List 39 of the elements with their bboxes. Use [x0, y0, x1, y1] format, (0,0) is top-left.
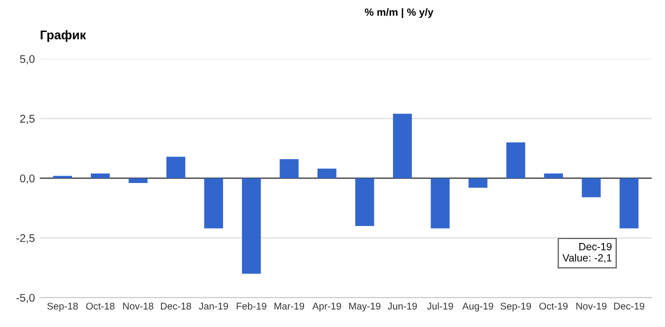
x-tick-label: Nov-18 [123, 302, 154, 310]
bar [393, 114, 412, 178]
y-tick-label: -5,0 [16, 294, 35, 304]
annotation: Dec-19 Value: -2,1 [562, 242, 612, 263]
bar [582, 178, 601, 198]
x-tick-label: Dec-19 [614, 302, 644, 310]
chart-title: График [40, 30, 86, 42]
x-tick-label: Nov-19 [576, 302, 606, 310]
y-tick-label: -2,5 [16, 234, 35, 244]
bar [128, 178, 148, 183]
x-tick-label: Oct-18 [86, 302, 114, 310]
x-tick-label: Feb-19 [236, 302, 266, 310]
bar [506, 142, 526, 178]
x-tick-label: Jul-19 [427, 302, 453, 310]
bar [468, 178, 488, 188]
x-tick-label: Jun-19 [388, 302, 417, 310]
bar [355, 178, 374, 226]
x-tick-label: Aug-19 [462, 302, 494, 312]
y-tick-label: 2,5 [20, 114, 35, 124]
bar [620, 178, 638, 228]
x-tick-label: Sep-18 [47, 302, 78, 312]
x-tick-label: May-19 [349, 302, 380, 312]
x-tick-label: Apr-19 [312, 302, 342, 312]
y-tick-label: 5,0 [20, 55, 35, 64]
bar [544, 173, 563, 178]
x-tick-label: Dec-18 [160, 302, 192, 310]
y-tick-label: 0,0 [20, 174, 35, 184]
x-tick-label: Sep-19 [500, 302, 531, 312]
bar [166, 156, 186, 178]
bar [204, 178, 224, 228]
bar [280, 159, 299, 178]
text: % m/m | % y/y [364, 8, 434, 18]
x-tick-label: Mar-19 [274, 302, 304, 310]
x-tick-label: Oct-19 [539, 302, 568, 310]
bar [90, 173, 110, 178]
x-tick-label: Jan-19 [198, 302, 228, 310]
bar [242, 178, 261, 274]
bar [430, 178, 450, 228]
bar [317, 168, 336, 178]
